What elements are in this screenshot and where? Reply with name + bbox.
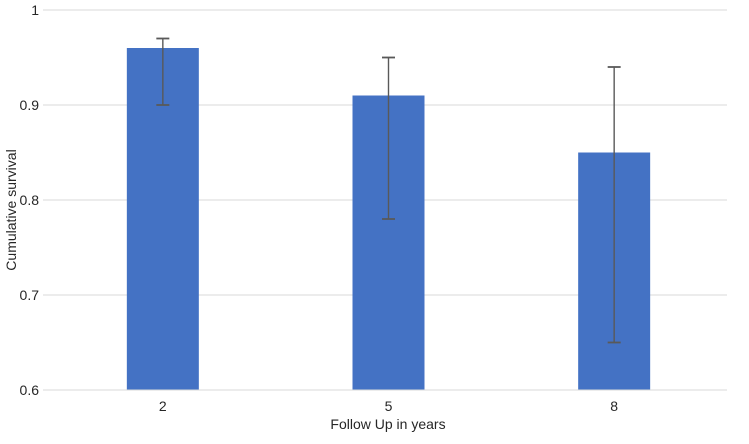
error-bars bbox=[156, 37, 621, 344]
y-tick-label: 0.8 bbox=[20, 192, 40, 208]
x-tick-label: 8 bbox=[610, 398, 618, 414]
y-axis-title: Cumulative survival bbox=[3, 149, 19, 270]
x-tick-label: 5 bbox=[385, 398, 393, 414]
y-tick-label: 0.7 bbox=[20, 287, 40, 303]
y-tick-label: 1 bbox=[31, 2, 39, 18]
x-axis-title: Follow Up in years bbox=[330, 416, 445, 432]
y-tick-label: 0.9 bbox=[20, 97, 40, 113]
axis-ticks bbox=[43, 9, 727, 391]
x-tick-label: 2 bbox=[159, 398, 167, 414]
axis-tick-labels: 1 0.9 0.8 0.7 0.6 2 5 8 bbox=[20, 2, 619, 414]
y-tick-label: 0.6 bbox=[20, 382, 40, 398]
